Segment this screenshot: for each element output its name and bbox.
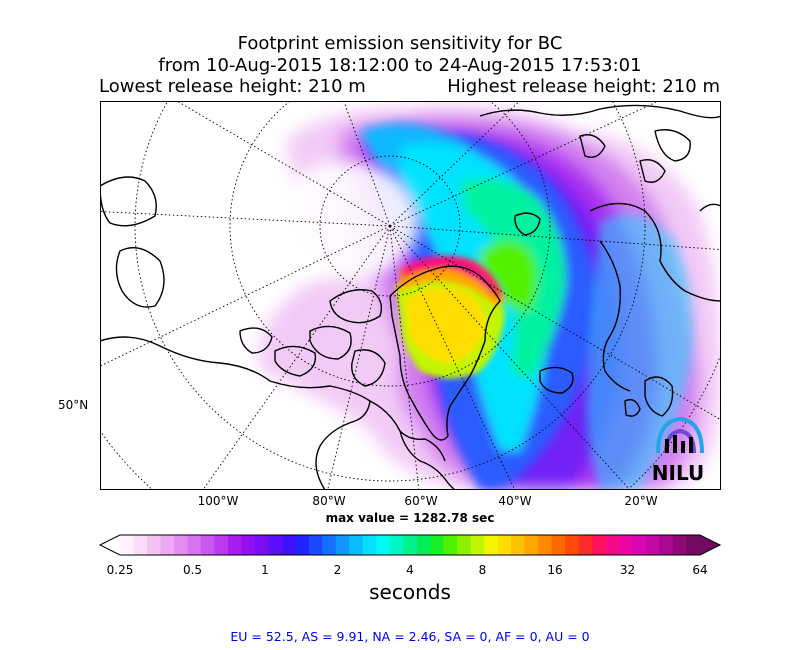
lon-label-40w: 40°W [498, 494, 532, 508]
colorbar-cell [457, 535, 472, 555]
colorbar-cell [322, 535, 337, 555]
colorbar-cell [227, 535, 242, 555]
colorbar-cell [619, 535, 633, 555]
coastlines [100, 104, 721, 490]
lon-label-100w: 100°W [197, 494, 239, 508]
colorbar-cell [659, 535, 674, 555]
colorbar-tick-label: 0.5 [182, 563, 203, 577]
colorbar-max-extend [700, 535, 720, 555]
region-summary: EU = 52.5, AS = 9.91, NA = 2.46, SA = 0,… [230, 629, 590, 644]
colorbar-cell [281, 535, 296, 555]
colorbar-tick-label: 1 [261, 563, 269, 577]
colorbar-cell [578, 535, 593, 555]
colorbar-cell [200, 535, 215, 555]
nilu-logo-text: NILU [652, 461, 704, 485]
colorbar-cell [565, 535, 580, 555]
colorbar-cell [362, 535, 377, 555]
colorbar-cell [403, 535, 418, 555]
colorbar-cell [484, 535, 499, 555]
lowest-release-height: Lowest release height: 210 m [99, 76, 366, 97]
colorbar-cell [254, 535, 269, 555]
colorbar-cell [120, 535, 134, 555]
lon-label-80w: 80°W [312, 494, 346, 508]
max-value-label: max value = 1282.78 sec [325, 511, 495, 525]
colorbar-cell [430, 535, 445, 555]
plot-date-range: from 10-Aug-2015 18:12:00 to 24-Aug-2015… [158, 55, 642, 76]
colorbar-cell [187, 535, 202, 555]
plot-title: Footprint emission sensitivity for BC [237, 33, 563, 54]
colorbar-cell [592, 535, 606, 555]
colorbar-cell [416, 535, 431, 555]
footprint-map: NILU [100, 101, 721, 490]
colorbar-cell [646, 535, 660, 555]
colorbar-cell [376, 535, 391, 555]
colorbar-cell [605, 535, 620, 555]
colorbar-tick-label: 32 [619, 563, 636, 577]
colorbar-cell [497, 535, 512, 555]
lon-label-60w: 60°W [404, 494, 438, 508]
colorbar-cell [443, 535, 458, 555]
colorbar-cell [295, 535, 310, 555]
colorbar-tick-label: 0.25 [106, 563, 134, 577]
colorbar-cell [133, 535, 148, 555]
colorbar-tick-label: 2 [333, 563, 342, 577]
colorbar [98, 534, 722, 556]
highest-release-height: Highest release height: 210 m [447, 76, 720, 97]
graticule [100, 101, 721, 490]
colorbar-units-label: seconds [369, 580, 451, 604]
colorbar-cell [632, 535, 647, 555]
colorbar-tick-label: 16 [547, 563, 563, 577]
colorbar-outline [98, 534, 722, 556]
colorbar-cell [146, 535, 161, 555]
colorbar-tick-label: 4 [406, 563, 414, 577]
colorbar-cell [349, 535, 364, 555]
colorbar-cell [673, 535, 687, 555]
colorbar-cell [241, 535, 256, 555]
colorbar-cell [538, 535, 553, 555]
colorbar-cell [173, 535, 188, 555]
colorbar-cell [335, 535, 350, 555]
colorbar-tick-label: 8 [478, 563, 487, 577]
nilu-logo: NILU [652, 416, 704, 485]
colorbar-tick-label: 64 [692, 563, 708, 577]
colorbar-cell [470, 535, 485, 555]
colorbar-min-extend [100, 535, 120, 555]
colorbar-cell [389, 535, 404, 555]
colorbar-cell [268, 535, 283, 555]
colorbar-cell [308, 535, 323, 555]
colorbar-cell [214, 535, 229, 555]
colorbar-cell [160, 535, 175, 555]
colorbar-cell [511, 535, 526, 555]
colorbar-cell [524, 535, 539, 555]
colorbar-cell [686, 535, 701, 555]
lat-label-50n: 50°N [58, 398, 89, 412]
lon-label-20w: 20°W [624, 494, 658, 508]
colorbar-cell [551, 535, 566, 555]
